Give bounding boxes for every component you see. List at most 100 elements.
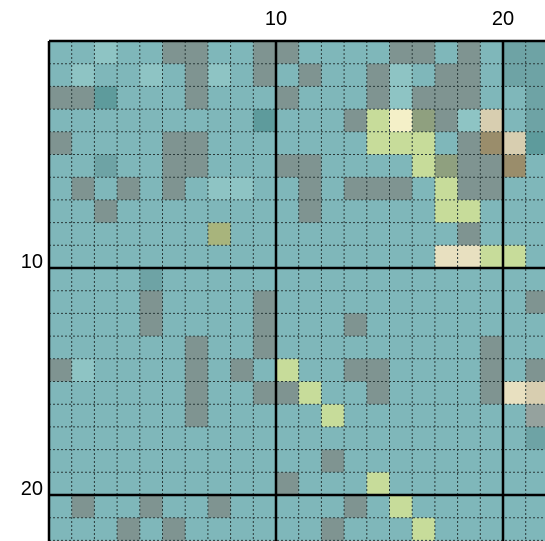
- board-cell[interactable]: [480, 268, 504, 292]
- board-cell[interactable]: [525, 404, 545, 428]
- board-cell[interactable]: [139, 268, 163, 292]
- board-cell[interactable]: [480, 336, 504, 360]
- board-cell[interactable]: [412, 41, 436, 65]
- board-cell[interactable]: [434, 177, 459, 201]
- board-cell[interactable]: [298, 154, 322, 178]
- board-cell[interactable]: [366, 517, 390, 541]
- board-cell[interactable]: [162, 313, 186, 337]
- board-cell[interactable]: [276, 336, 300, 360]
- board-cell[interactable]: [366, 86, 390, 110]
- board-cell[interactable]: [71, 154, 95, 178]
- board-cell[interactable]: [162, 63, 186, 87]
- board-cell[interactable]: [389, 199, 413, 224]
- board-cell[interactable]: [366, 131, 390, 155]
- board-cell[interactable]: [525, 495, 545, 519]
- board-cell[interactable]: [298, 222, 322, 246]
- board-cell[interactable]: [162, 426, 186, 451]
- board-cell[interactable]: [207, 495, 232, 519]
- board-cell[interactable]: [366, 63, 390, 87]
- board-cell[interactable]: [94, 358, 118, 382]
- board-cell[interactable]: [457, 86, 481, 110]
- board-cell[interactable]: [434, 86, 459, 110]
- board-cell[interactable]: [412, 426, 436, 451]
- board-cell[interactable]: [253, 358, 277, 382]
- board-cell[interactable]: [230, 381, 254, 405]
- board-cell[interactable]: [117, 199, 141, 224]
- board-cell[interactable]: [230, 222, 254, 246]
- board-cell[interactable]: [71, 109, 95, 133]
- board-cell[interactable]: [321, 358, 345, 382]
- board-cell[interactable]: [412, 336, 436, 360]
- board-cell[interactable]: [480, 290, 504, 314]
- board-cell[interactable]: [321, 495, 345, 519]
- board-cell[interactable]: [344, 381, 368, 405]
- board-cell[interactable]: [162, 517, 186, 541]
- board-cell[interactable]: [412, 222, 436, 246]
- board-cell[interactable]: [276, 199, 300, 224]
- board-cell[interactable]: [298, 63, 322, 87]
- board-cell[interactable]: [344, 63, 368, 87]
- board-cell[interactable]: [139, 245, 163, 269]
- board-cell[interactable]: [207, 154, 232, 178]
- board-cell[interactable]: [230, 177, 254, 201]
- board-cell[interactable]: [185, 290, 209, 314]
- board-cell[interactable]: [185, 313, 209, 337]
- board-cell[interactable]: [253, 381, 277, 405]
- board-cell[interactable]: [162, 222, 186, 246]
- board-cell[interactable]: [94, 109, 118, 133]
- board-cell[interactable]: [49, 313, 73, 337]
- board-cell[interactable]: [457, 290, 481, 314]
- board-cell[interactable]: [207, 63, 232, 87]
- board-cell[interactable]: [298, 131, 322, 155]
- board-cell[interactable]: [117, 41, 141, 65]
- board-cell[interactable]: [162, 177, 186, 201]
- board-cell[interactable]: [71, 63, 95, 87]
- board-cell[interactable]: [253, 63, 277, 87]
- board-cell[interactable]: [117, 131, 141, 155]
- board-cell[interactable]: [412, 313, 436, 337]
- board-cell[interactable]: [434, 109, 459, 133]
- board-cell[interactable]: [49, 245, 73, 269]
- board-cell[interactable]: [389, 517, 413, 541]
- board-cell[interactable]: [185, 358, 209, 382]
- board-cell[interactable]: [344, 177, 368, 201]
- board-cell[interactable]: [253, 404, 277, 428]
- board-cell[interactable]: [162, 404, 186, 428]
- board-cell[interactable]: [230, 131, 254, 155]
- board-cell[interactable]: [366, 358, 390, 382]
- board-cell[interactable]: [457, 154, 481, 178]
- board-cell[interactable]: [276, 86, 300, 110]
- board-cell[interactable]: [480, 199, 504, 224]
- board-cell[interactable]: [434, 290, 459, 314]
- board-cell[interactable]: [457, 109, 481, 133]
- board-cell[interactable]: [71, 245, 95, 269]
- board-cell[interactable]: [412, 290, 436, 314]
- board-cell[interactable]: [207, 245, 232, 269]
- board-cell[interactable]: [207, 199, 232, 224]
- board-cell[interactable]: [344, 268, 368, 292]
- board-cell[interactable]: [207, 313, 232, 337]
- board-cell[interactable]: [207, 358, 232, 382]
- board-cell[interactable]: [366, 41, 390, 65]
- board-cell[interactable]: [253, 154, 277, 178]
- board-cell[interactable]: [117, 290, 141, 314]
- board-cell[interactable]: [434, 472, 459, 496]
- board-cell[interactable]: [185, 177, 209, 201]
- board-cell[interactable]: [276, 313, 300, 337]
- board-cell[interactable]: [298, 41, 322, 65]
- board-cell[interactable]: [525, 426, 545, 451]
- board-cell[interactable]: [412, 177, 436, 201]
- board-cell[interactable]: [503, 86, 527, 110]
- board-cell[interactable]: [117, 154, 141, 178]
- board-cell[interactable]: [162, 109, 186, 133]
- board-cell[interactable]: [71, 268, 95, 292]
- board-cell[interactable]: [139, 336, 163, 360]
- board-cell[interactable]: [480, 449, 504, 473]
- board-cell[interactable]: [525, 109, 545, 133]
- board-cell[interactable]: [434, 154, 459, 178]
- board-cell[interactable]: [480, 109, 504, 133]
- board-cell[interactable]: [207, 472, 232, 496]
- board-cell[interactable]: [253, 290, 277, 314]
- board-cell[interactable]: [412, 358, 436, 382]
- board-cell[interactable]: [276, 449, 300, 473]
